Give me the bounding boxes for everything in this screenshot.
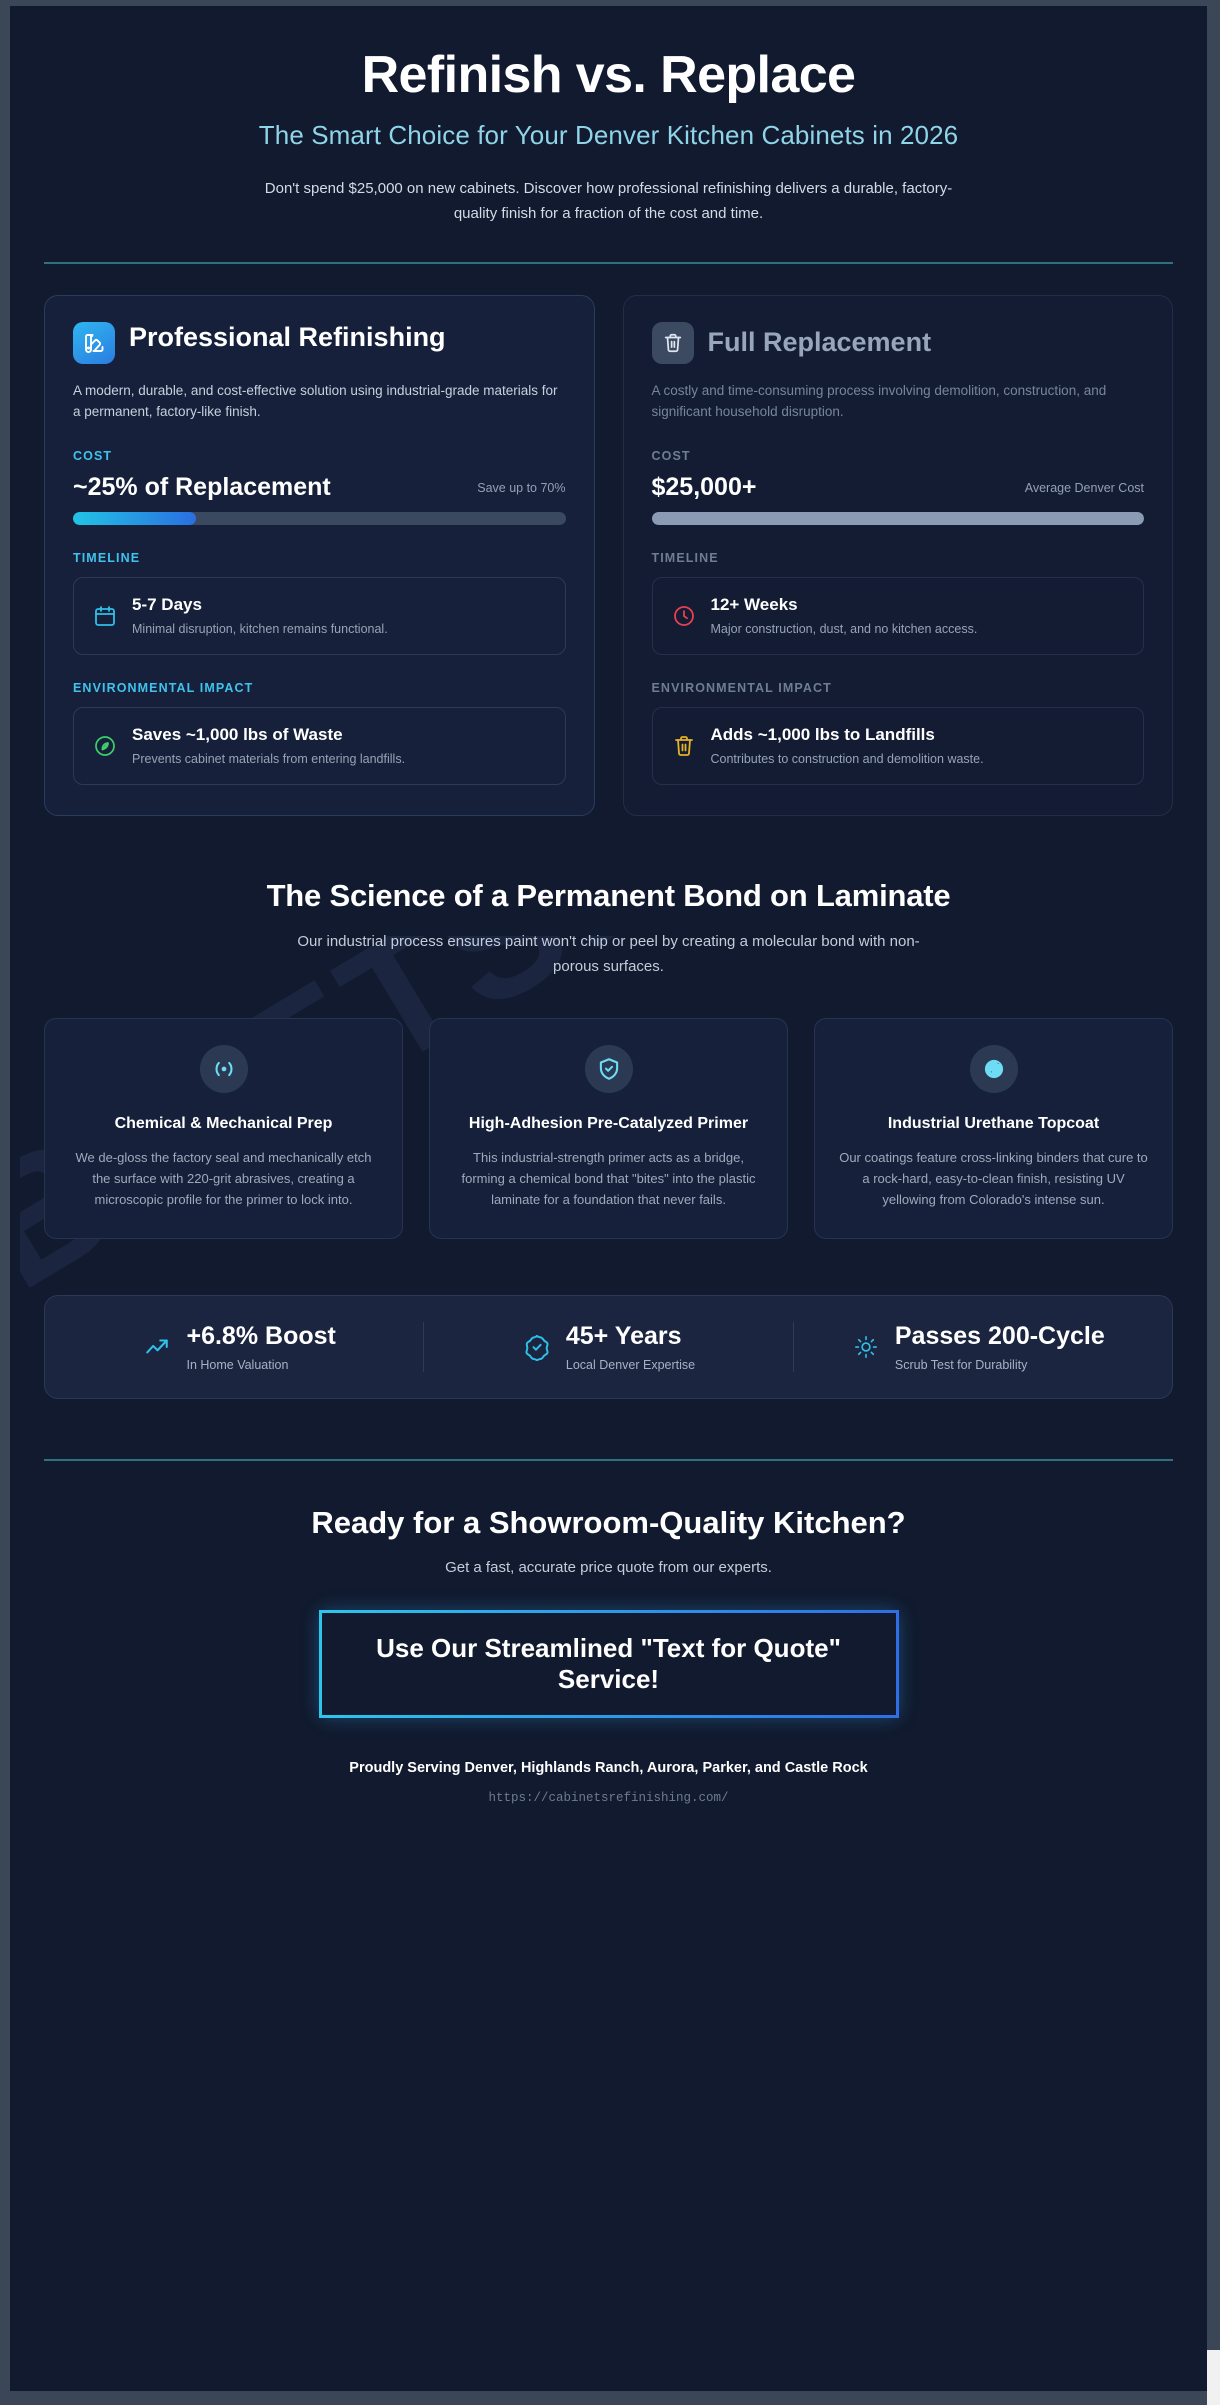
cost-value: ~25% of Replacement [73,472,331,501]
cost-section-label: COST [651,448,691,463]
timeline-value: 12+ Weeks [710,595,798,615]
cost-row: ~25% of Replacement Save up to 70% [73,473,566,503]
atom-icon [199,1044,248,1093]
env-section-label: ENVIRONMENTAL IMPACT [651,681,832,696]
env-section-label: ENVIRONMENTAL IMPACT [73,681,254,696]
trash-icon [671,734,697,758]
badge-check-icon [522,1333,552,1362]
timeline-metric: 5-7 Days Minimal disruption, kitchen rem… [73,577,566,656]
step-title: Industrial Urethane Topcoat [887,1114,1100,1132]
cost-progress-bar [651,512,1144,526]
stat-value: Passes 200-Cycle [894,1322,1105,1351]
timeline-section-label: TIMELINE [651,551,719,566]
environment-metric: Saves ~1,000 lbs of Waste Prevents cabin… [73,707,566,786]
timeline-section-label: TIMELINE [73,551,141,566]
step-title: Chemical & Mechanical Prep [114,1114,333,1132]
stat-label: Local Denver Expertise [565,1358,696,1373]
science-title: The Science of a Permanent Bond on Lamin… [266,878,951,914]
page-title: Refinish vs. Replace [361,46,856,104]
step-desc: This industrial-strength primer acts as … [461,1150,756,1208]
env-desc: Contributes to construction and demoliti… [710,751,984,766]
page-header: Refinish vs. Replace The Smart Choice fo… [44,6,1173,264]
header-divider [44,261,1173,264]
scrollbar-thumb[interactable] [1207,0,1220,2350]
timeline-desc: Minimal disruption, kitchen remains func… [132,621,388,636]
step-card: Industrial Urethane Topcoat Our coatings… [814,1017,1173,1240]
cta-title: Ready for a Showroom-Quality Kitchen? [311,1505,906,1541]
trending-up-icon [142,1334,172,1360]
page-intro: Don't spend $25,000 on new cabinets. Dis… [264,180,953,222]
step-desc: We de-gloss the factory seal and mechani… [75,1150,372,1208]
timeline-value: 5-7 Days [132,595,202,615]
site-url[interactable]: https://cabinetsrefinishing.com/ [488,1791,729,1806]
cta-divider [44,1459,1173,1462]
science-subtitle: Our industrial process ensures paint won… [297,933,920,976]
infographic-page: BINETSREFINIS Refinish vs. Replace The S… [10,6,1207,2391]
timeline-desc: Major construction, dust, and no kitchen… [710,621,978,636]
cost-value: $25,000+ [651,472,757,501]
card-title: Professional Refinishing [129,321,446,352]
cost-progress-bar [73,512,566,526]
paint-swatch-icon [73,321,115,364]
stats-bar: +6.8% Boost In Home Valuation 45+ Years … [44,1295,1173,1400]
env-value: Saves ~1,000 lbs of Waste [132,725,343,745]
cost-note: Average Denver Cost [1024,480,1144,495]
step-title: High-Adhesion Pre-Catalyzed Primer [468,1114,749,1132]
card-professional-refinishing: Professional Refinishing A modern, durab… [44,294,595,817]
sun-icon [851,1334,881,1360]
stat-item: Passes 200-Cycle Scrub Test for Durabili… [792,1322,1162,1373]
serving-areas: Proudly Serving Denver, Highlands Ranch,… [349,1760,868,1777]
card-description: A costly and time-consuming process invo… [651,382,1107,420]
card-header: Professional Refinishing [73,321,566,364]
cta-subtitle: Get a fast, accurate price quote from ou… [445,1559,772,1577]
cost-note: Save up to 70% [477,480,566,495]
stat-label: Scrub Test for Durability [894,1358,1028,1373]
env-desc: Prevents cabinet materials from entering… [132,751,406,766]
environment-metric: Adds ~1,000 lbs to Landfills Contributes… [651,707,1144,786]
cta-section: Ready for a Showroom-Quality Kitchen? Ge… [44,1461,1173,1805]
clock-icon [671,604,697,628]
comparison-section: Professional Refinishing A modern, durab… [44,294,1173,817]
card-title: Full Replacement [707,327,932,358]
stat-label: In Home Valuation [186,1358,289,1373]
step-card: Chemical & Mechanical Prep We de-gloss t… [44,1017,403,1240]
page-subtitle: The Smart Choice for Your Denver Kitchen… [258,120,959,151]
env-value: Adds ~1,000 lbs to Landfills [710,725,935,745]
stat-item: +6.8% Boost In Home Valuation [55,1322,423,1372]
droplet-icon [969,1044,1018,1093]
science-section: The Science of a Permanent Bond on Lamin… [44,878,1173,1240]
step-desc: Our coatings feature cross-linking binde… [839,1150,1148,1208]
stat-value: +6.8% Boost [186,1322,336,1351]
stat-value: 45+ Years [565,1322,682,1351]
card-header: Full Replacement [651,321,1145,364]
cost-section-label: COST [73,448,113,463]
leaf-circle-icon [92,734,118,758]
card-full-replacement: Full Replacement A costly and time-consu… [622,294,1173,817]
text-for-quote-button[interactable]: Use Our Streamlined "Text for Quote" Ser… [318,1610,899,1719]
calendar-icon [92,604,118,628]
cost-row: $25,000+ Average Denver Cost [652,473,1145,503]
card-description: A modern, durable, and cost-effective so… [73,382,558,420]
shield-check-icon [584,1044,633,1093]
step-card: High-Adhesion Pre-Catalyzed Primer This … [429,1017,788,1240]
trash-icon [651,321,694,364]
stat-item: 45+ Years Local Denver Expertise [423,1322,792,1373]
page-scrollbar[interactable] [1207,0,1220,2405]
science-steps: Chemical & Mechanical Prep We de-gloss t… [44,1017,1173,1240]
timeline-metric: 12+ Weeks Major construction, dust, and … [651,577,1144,656]
